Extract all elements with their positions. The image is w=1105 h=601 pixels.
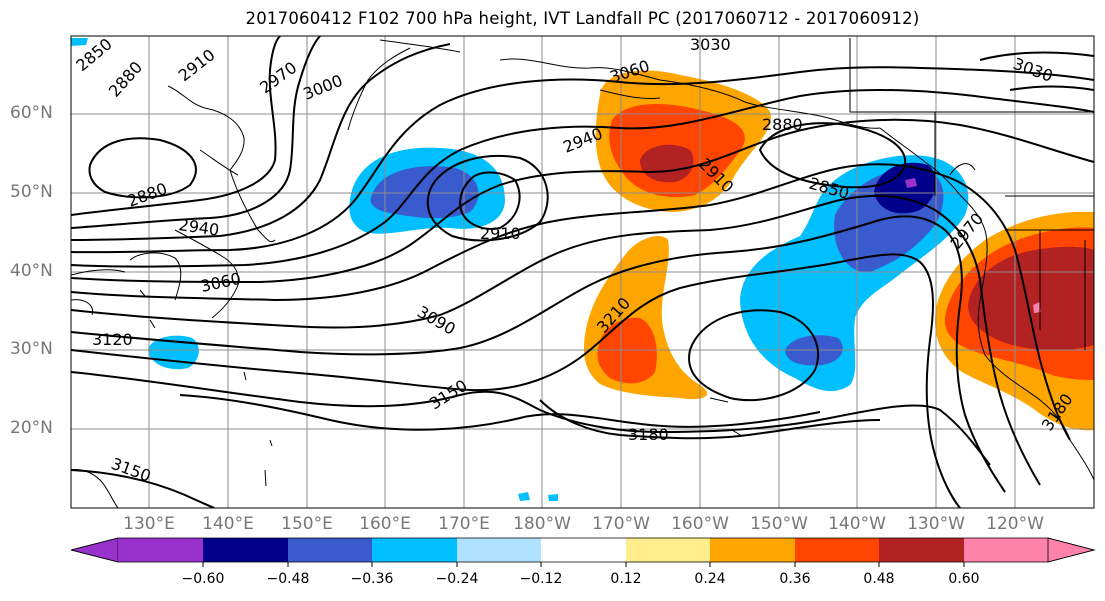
graticule (71, 36, 1094, 508)
lat-label: 30°N (10, 339, 53, 359)
colorbar-tick-label: 0.60 (948, 571, 980, 587)
lon-label: 170°W (592, 514, 650, 534)
lon-label: 160°W (671, 514, 729, 534)
colorbar-segment (795, 538, 879, 562)
lon-label: 130°W (907, 514, 965, 534)
lat-label: 60°N (10, 103, 53, 123)
contour-label: 3120 (92, 330, 133, 349)
lon-label: 130°E (123, 514, 175, 534)
lon-label: 120°W (986, 514, 1044, 534)
colorbar-segment (626, 538, 710, 562)
contour-label: 3030 (690, 35, 731, 54)
colorbar-segment (457, 538, 541, 562)
height-contours (71, 36, 1094, 508)
colorbar-segment (288, 538, 372, 562)
map-title: 2017060412 F102 700 hPa height, IVT Land… (245, 9, 920, 28)
colorbar-tick-label: −0.60 (181, 571, 225, 587)
colorbar-tick-label: 0.12 (610, 571, 642, 587)
lon-label: 170°E (438, 514, 490, 534)
map-frame (70, 35, 1095, 509)
colorbar-segment (372, 538, 457, 562)
colorbar-tick-label: −0.36 (350, 571, 394, 587)
colorbar-segment (879, 538, 964, 562)
colorbar-segment (710, 538, 795, 562)
colorbar-tick-label: 0.48 (863, 571, 895, 587)
colorbar-tick-label: −0.12 (519, 571, 563, 587)
colorbar-segment (203, 538, 288, 562)
colorbar-min-extend (70, 537, 119, 563)
lat-label: 50°N (10, 182, 53, 202)
colorbar-segment (541, 538, 626, 562)
colorbar-segment (118, 538, 203, 562)
lon-label: 140°E (202, 514, 254, 534)
colorbar-tick-label: 0.36 (779, 571, 811, 587)
contour-label: 2910 (480, 224, 521, 243)
lat-label: 20°N (10, 418, 53, 438)
colorbar-max-extend (1047, 537, 1096, 563)
colorbar-tick-label: −0.48 (266, 571, 310, 587)
lon-label: 140°W (828, 514, 886, 534)
contour-label: 3180 (628, 425, 669, 444)
contour-label: 2880 (762, 115, 803, 134)
colorbar-tick-label: 0.24 (694, 571, 726, 587)
colorbar-tick-label: −0.24 (435, 571, 479, 587)
coastlines (71, 38, 1094, 508)
lon-label: 160°E (359, 514, 411, 534)
colorbar (70, 537, 1096, 567)
lon-label: 150°W (750, 514, 808, 534)
ivt-shading (71, 38, 1094, 501)
lon-label: 180°W (513, 514, 571, 534)
lat-label: 40°N (10, 261, 53, 281)
colorbar-segment (964, 538, 1048, 562)
lon-label: 150°E (281, 514, 333, 534)
